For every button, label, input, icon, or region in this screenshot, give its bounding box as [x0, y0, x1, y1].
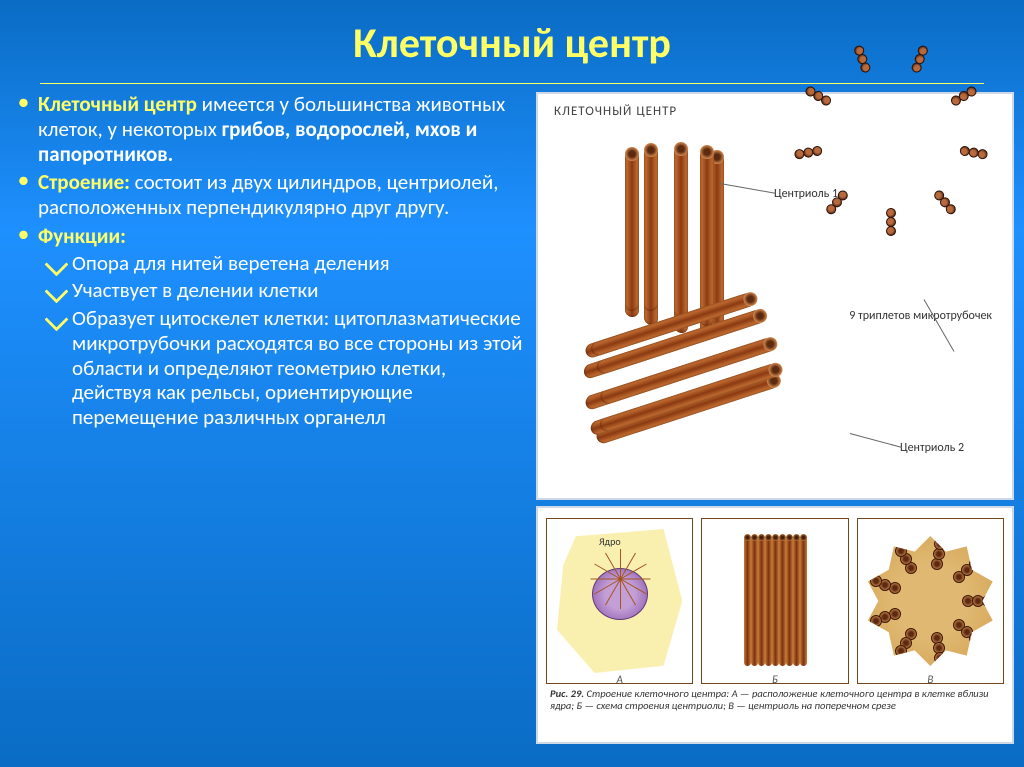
tube-bundle: [740, 536, 810, 666]
view-b: Б: [701, 518, 848, 684]
bullet-1: Клеточный центр имеется у большинства жи…: [10, 92, 528, 166]
image-column: КЛЕТОЧНЫЙ ЦЕНТР 9 триплетов микротрубоче…: [536, 92, 1014, 744]
b2-lead: Строение:: [38, 169, 130, 195]
sub-3: Образует цитоскелет клетки: цитоплазмати…: [38, 306, 528, 430]
diagram-centrioles: КЛЕТОЧНЫЙ ЦЕНТР 9 триплетов микротрубоче…: [536, 92, 1014, 500]
sub-1: Опора для нитей веретена деления: [38, 251, 528, 276]
centriole-2: [746, 282, 792, 425]
lead-line: [850, 433, 902, 448]
view-a-label: А: [616, 673, 622, 686]
figure-caption: Рис. 29. Строение клеточного центра: А —…: [544, 684, 1006, 711]
bullet-list: Клеточный центр имеется у большинства жи…: [10, 92, 528, 430]
centriole-scene: 9 триплетов микротрубочек Центриоль 1 Це…: [544, 123, 1006, 483]
centriole-1-label: Центриоль 1: [774, 187, 838, 201]
views-row: Ядро А Б В: [544, 514, 1006, 684]
sub-list: Опора для нитей веретена деления Участву…: [38, 251, 528, 430]
b3-lead: Функции:: [38, 223, 126, 249]
cross-section: [865, 536, 995, 666]
bullet-2: Строение: состоит из двух цилиндров, цен…: [10, 170, 528, 220]
centriole-2-label: Центриоль 2: [900, 441, 964, 455]
diagram-top-title: КЛЕТОЧНЫЙ ЦЕНТР: [554, 104, 1006, 119]
bullet-3: Функции: Опора для нитей веретена делени…: [10, 224, 528, 430]
diagram-views: Ядро А Б В Рис. 29. Строение клеточного …: [536, 506, 1014, 744]
triplet-ring: [806, 133, 976, 303]
ring-label: 9 триплетов микротрубочек: [849, 309, 992, 323]
view-b-label: Б: [772, 673, 778, 686]
lead-line: [720, 183, 775, 194]
text-column: Клеточный центр имеется у большинства жи…: [10, 92, 528, 744]
content-row: Клеточный центр имеется у большинства жи…: [0, 84, 1024, 744]
b1-lead: Клеточный центр: [38, 91, 197, 117]
view-c: В: [857, 518, 1004, 684]
view-a: Ядро А: [546, 518, 693, 684]
view-c-label: В: [927, 673, 933, 686]
slide-title: Клеточный центр: [40, 0, 984, 84]
sub-2: Участвует в делении клетки: [38, 278, 528, 303]
lead-line: [924, 299, 955, 351]
